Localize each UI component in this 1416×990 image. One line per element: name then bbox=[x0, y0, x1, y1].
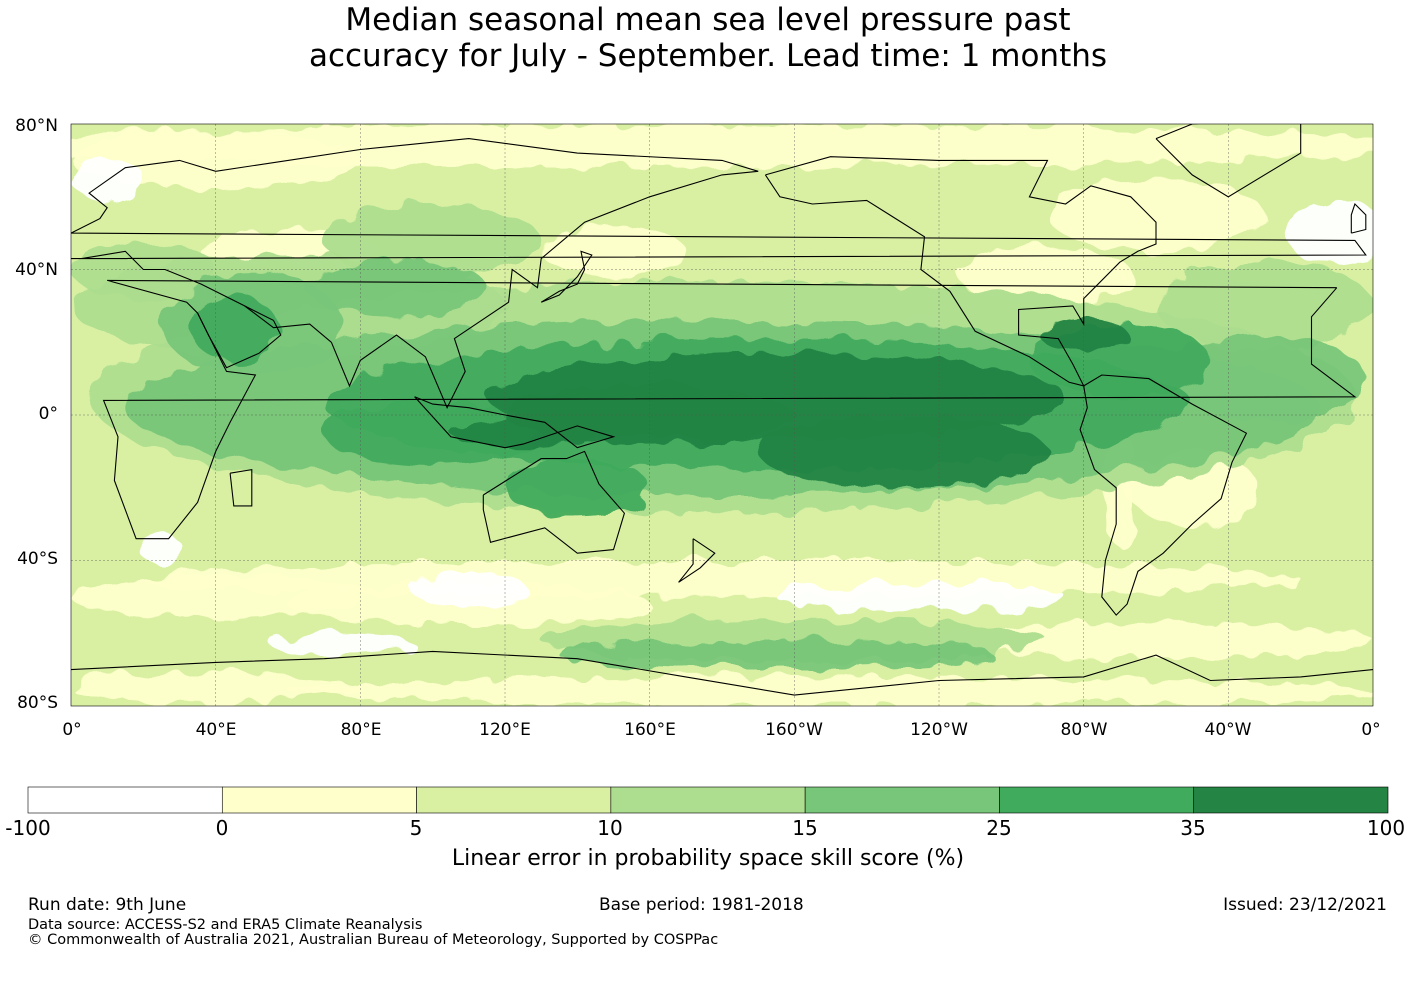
contour-level_0-0 bbox=[71, 124, 1373, 168]
contour-level_0-11 bbox=[71, 673, 361, 703]
contour-level_0-8 bbox=[939, 622, 1373, 659]
north-america-coast bbox=[764, 156, 1157, 387]
japan-coast bbox=[540, 250, 593, 303]
colorbar-segment-1 bbox=[221, 786, 417, 814]
map-frame bbox=[70, 123, 1374, 707]
contour-level_15-30 bbox=[306, 258, 487, 317]
title-line-2: accuracy for July - September. Lead time… bbox=[308, 38, 1108, 74]
cbar-tick-15: 15 bbox=[792, 816, 818, 840]
arabia-coast bbox=[197, 305, 282, 369]
lat-label-eq: 0° bbox=[38, 404, 58, 424]
africa-coast bbox=[102, 279, 1357, 540]
lon-label-80w: 80°W bbox=[1060, 720, 1108, 740]
cbar-tick-35: 35 bbox=[1180, 816, 1206, 840]
lon-label-40w: 40°W bbox=[1204, 720, 1252, 740]
field-contours bbox=[71, 124, 1373, 706]
greenland-coast bbox=[1155, 124, 1302, 198]
madagascar-coast bbox=[229, 468, 253, 507]
contour-negative-18 bbox=[71, 156, 144, 201]
copyright: © Commonwealth of Australia 2021, Austra… bbox=[28, 932, 719, 948]
contour-level_0-4 bbox=[541, 225, 686, 277]
lat-label-40s: 40°S bbox=[17, 549, 58, 569]
run-date: Run date: 9th June bbox=[28, 895, 187, 915]
colorbar bbox=[27, 786, 1389, 814]
eurasia-coast bbox=[71, 138, 1367, 410]
colorbar-segment-3 bbox=[610, 786, 806, 814]
contour-negative-15 bbox=[410, 571, 527, 608]
cbar-tick-100: 100 bbox=[1366, 816, 1406, 840]
contour-level_25-33 bbox=[190, 294, 278, 361]
chart-title: Median seasonal mean sea level pressure … bbox=[0, 2, 1416, 74]
contour-level_15-31 bbox=[1163, 334, 1366, 423]
lat-label-80s: 80°S bbox=[17, 693, 58, 713]
lon-label-120w: 120°W bbox=[910, 720, 968, 740]
colorbar-segment-0 bbox=[27, 786, 223, 814]
skill-field bbox=[71, 124, 1373, 706]
colorbar-segment-2 bbox=[416, 786, 612, 814]
issued-date: Issued: 23/12/2021 bbox=[1223, 895, 1387, 915]
contour-level_10-24 bbox=[324, 204, 542, 277]
contour-level_10-26 bbox=[1156, 262, 1373, 350]
cbar-tick-5: 5 bbox=[409, 816, 423, 840]
gridlines bbox=[71, 124, 1373, 706]
contour-negative-17 bbox=[1286, 200, 1373, 266]
cbar-tick-m100: -100 bbox=[5, 816, 51, 840]
uk-coast bbox=[1350, 202, 1367, 234]
lat-label-40n: 40°N bbox=[15, 260, 58, 280]
contour-level_15-29 bbox=[559, 640, 994, 670]
australia-coast bbox=[482, 450, 626, 554]
lon-label-160w: 160°W bbox=[765, 720, 823, 740]
contour-negative-20 bbox=[139, 535, 184, 565]
cbar-tick-10: 10 bbox=[597, 816, 623, 840]
data-source: Data source: ACCESS-S2 and ERA5 Climate … bbox=[28, 917, 423, 933]
south-america-coast bbox=[1079, 374, 1248, 616]
indonesia-coast bbox=[414, 396, 616, 449]
contour-level_35-41 bbox=[450, 418, 596, 448]
lon-label-40e: 40°E bbox=[195, 720, 237, 740]
base-period: Base period: 1981-2018 bbox=[599, 895, 804, 915]
lon-label-0-right: 0° bbox=[1361, 720, 1381, 740]
contour-level_25-34 bbox=[324, 400, 542, 466]
lon-label-80e: 80°E bbox=[340, 720, 382, 740]
colorbar-title: Linear error in probability space skill … bbox=[451, 846, 965, 871]
contour-level_25-36 bbox=[504, 458, 650, 517]
cbar-tick-25: 25 bbox=[986, 816, 1012, 840]
coastlines bbox=[71, 124, 1373, 696]
antarctica-coast bbox=[71, 650, 1373, 696]
contour-level_0-2 bbox=[1047, 178, 1265, 252]
colorbar-segment-5 bbox=[999, 786, 1195, 814]
lon-label-160e: 160°E bbox=[624, 720, 676, 740]
title-line-1: Median seasonal mean sea level pressure … bbox=[345, 2, 1071, 38]
contour-level_35-39 bbox=[758, 415, 1048, 488]
lon-label-120e: 120°E bbox=[479, 720, 531, 740]
colorbar-segment-4 bbox=[804, 786, 1000, 814]
colorbar-segment-6 bbox=[1193, 786, 1389, 814]
cbar-tick-0: 0 bbox=[215, 816, 229, 840]
lon-label-0-left: 0° bbox=[62, 720, 82, 740]
contour-negative-16 bbox=[776, 582, 1066, 612]
new-zealand-coast bbox=[678, 538, 716, 583]
contour-negative-19 bbox=[269, 633, 415, 656]
lat-label-80n: 80°N bbox=[15, 116, 58, 136]
